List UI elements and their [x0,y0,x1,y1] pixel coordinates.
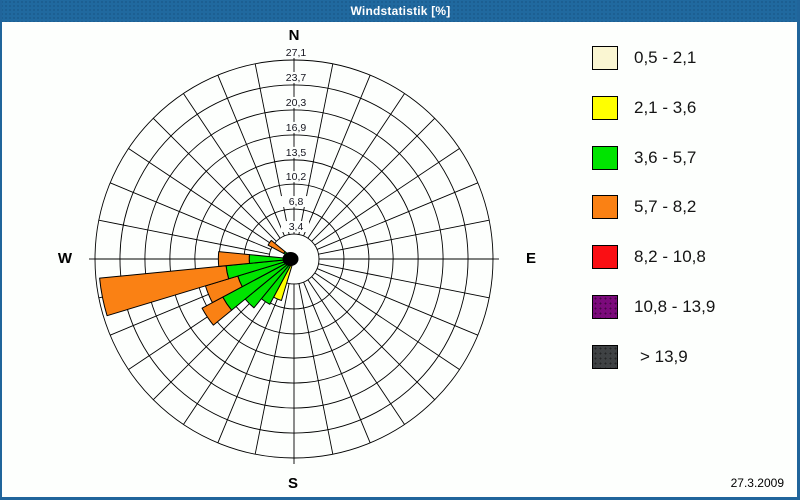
window-titlebar: Windstatistik [%] [2,0,797,22]
window-title: Windstatistik [%] [350,4,451,18]
legend-label: 8,2 - 10,8 [634,247,706,266]
legend-swatch-icon [592,195,618,219]
legend-swatch-icon [592,345,618,369]
legend-item: 8,2 - 10,8 [592,245,706,269]
legend-label: > 13,9 [640,347,688,366]
legend-swatch-icon [592,245,618,269]
compass-label-west: W [57,250,73,267]
legend-label: 3,6 - 5,7 [634,148,697,167]
wind-rose-chart: 3,4 6,8 10,2 13,5 16,9 20,3 23,7 27,1 [89,47,499,464]
rose-center-dot [282,252,299,266]
legend-item: 5,7 - 8,2 [592,195,696,219]
wind-rose-segment [201,296,233,326]
legend-swatch-icon [592,46,618,70]
legend-item: 10,8 - 13,9 [592,295,715,319]
legend-item: 2,1 - 3,6 [592,96,696,120]
legend-swatch-icon [592,295,618,319]
legend-label: 10,8 - 13,9 [634,297,716,316]
wind-rose-segment [99,265,230,317]
wind-rose-segment [217,251,250,267]
legend-item: 3,6 - 5,7 [592,146,696,170]
radial-tick-label: 3,4 [289,221,304,233]
legend-label: 5,7 - 8,2 [634,197,697,216]
radial-tick-label: 16,9 [286,122,307,134]
radial-tick-label: 23,7 [286,72,307,84]
footer-date: 27.3.2009 [730,476,784,490]
radial-tick-label: 27,1 [286,47,307,59]
compass-label-east: E [525,250,537,267]
legend-swatch-icon [592,96,618,120]
legend-swatch-icon [592,146,618,170]
wind-rose-segment [267,239,286,254]
legend-item: > 13,9 [592,345,688,369]
compass-label-north: N [288,27,300,44]
radial-tick-label: 13,5 [286,147,307,159]
legend-label: 2,1 - 3,6 [634,98,697,117]
legend-item: 0,5 - 2,1 [592,46,696,70]
radial-tick-label: 10,2 [286,171,307,183]
compass-label-south: S [287,475,299,492]
radial-tick-label: 20,3 [286,97,307,109]
radial-tick-label: 6,8 [289,196,304,208]
legend-label: 0,5 - 2,1 [634,48,697,67]
